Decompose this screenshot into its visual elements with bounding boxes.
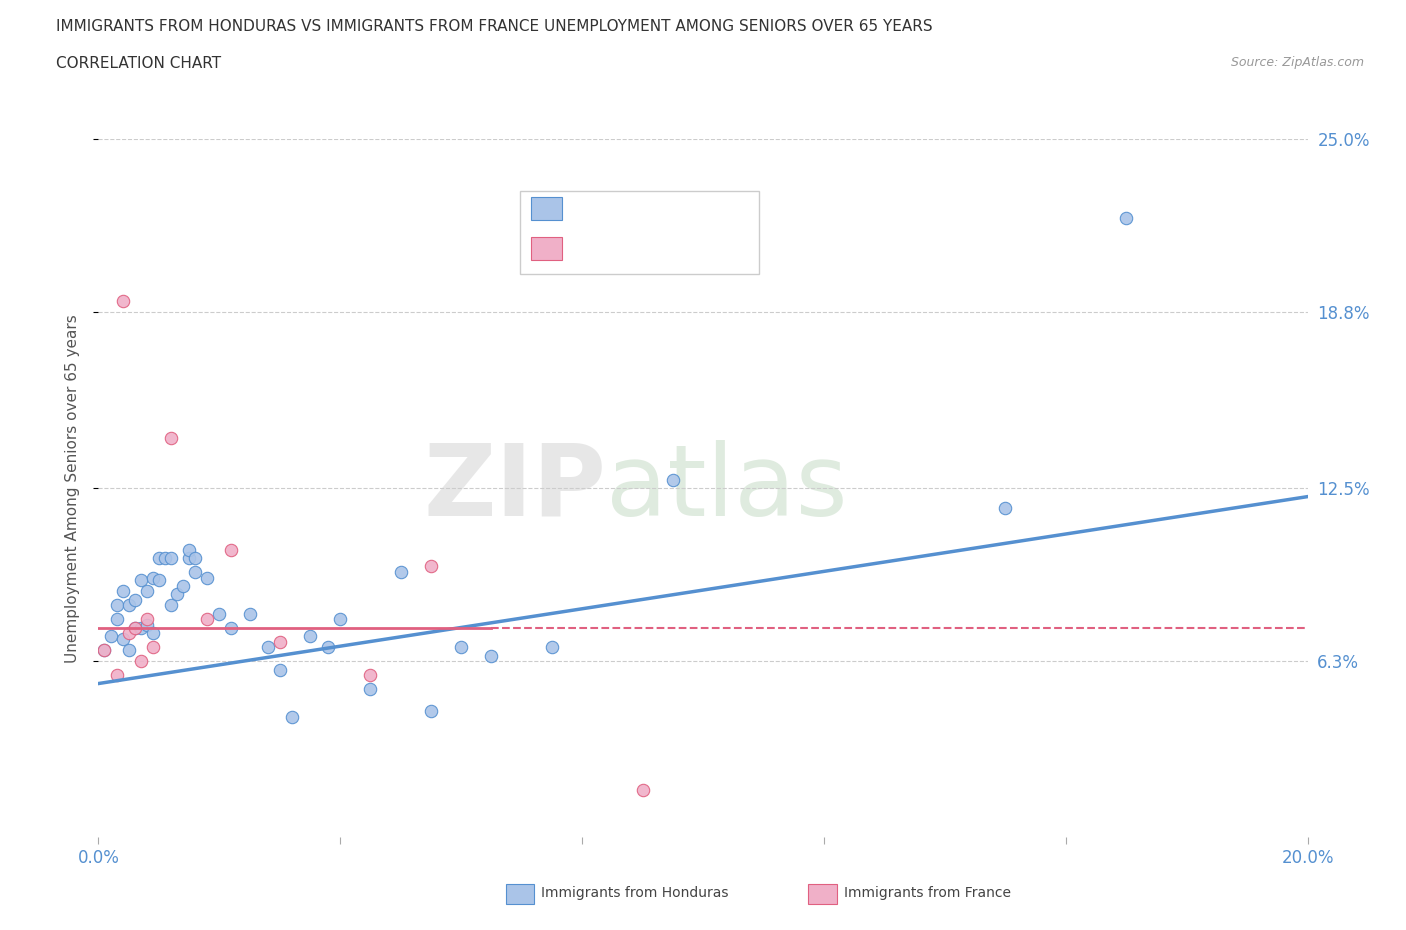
Point — [360, 682, 382, 697]
Point — [299, 629, 322, 644]
Text: Source: ZipAtlas.com: Source: ZipAtlas.com — [1230, 56, 1364, 69]
Point — [118, 626, 141, 641]
Point — [118, 643, 141, 658]
Point — [105, 612, 128, 627]
Point — [1115, 210, 1137, 225]
Point — [316, 640, 339, 655]
Point — [208, 606, 231, 621]
Point — [172, 578, 194, 593]
Point — [184, 551, 207, 565]
Point — [129, 620, 152, 635]
Point — [329, 612, 352, 627]
Text: N = 15: N = 15 — [668, 237, 730, 256]
Point — [124, 620, 146, 635]
Point — [135, 612, 157, 627]
Point — [105, 668, 128, 683]
Point — [994, 500, 1017, 515]
Point — [93, 643, 115, 658]
Text: R = 0.012: R = 0.012 — [568, 237, 658, 256]
Point — [142, 570, 165, 585]
Point — [142, 640, 165, 655]
Text: IMMIGRANTS FROM HONDURAS VS IMMIGRANTS FROM FRANCE UNEMPLOYMENT AMONG SENIORS OV: IMMIGRANTS FROM HONDURAS VS IMMIGRANTS F… — [56, 19, 932, 33]
Point — [221, 542, 243, 557]
Text: ZIP: ZIP — [423, 440, 606, 537]
Point — [118, 598, 141, 613]
Point — [239, 606, 262, 621]
Point — [195, 570, 218, 585]
Point — [142, 626, 165, 641]
Point — [148, 573, 170, 588]
Point — [124, 592, 146, 607]
Point — [124, 620, 146, 635]
Point — [160, 598, 183, 613]
Point — [184, 565, 207, 579]
Text: Immigrants from Honduras: Immigrants from Honduras — [541, 885, 728, 900]
Text: N = 46: N = 46 — [668, 198, 730, 217]
Point — [195, 612, 218, 627]
Point — [221, 620, 243, 635]
Point — [540, 640, 562, 655]
Point — [420, 704, 443, 719]
Point — [450, 640, 472, 655]
Point — [481, 648, 503, 663]
Point — [111, 294, 134, 309]
Point — [93, 643, 115, 658]
Point — [111, 584, 134, 599]
Point — [179, 542, 201, 557]
Text: atlas: atlas — [606, 440, 848, 537]
Point — [631, 782, 654, 797]
Point — [100, 629, 122, 644]
Y-axis label: Unemployment Among Seniors over 65 years: Unemployment Among Seniors over 65 years — [65, 314, 80, 662]
Point — [269, 662, 291, 677]
Point — [111, 631, 134, 646]
Point — [160, 551, 183, 565]
Point — [256, 640, 278, 655]
Point — [135, 618, 157, 632]
Point — [160, 431, 183, 445]
Point — [420, 559, 443, 574]
Text: Immigrants from France: Immigrants from France — [844, 885, 1011, 900]
Point — [662, 472, 685, 487]
Point — [129, 573, 152, 588]
Point — [135, 584, 157, 599]
Point — [389, 565, 412, 579]
Point — [360, 668, 382, 683]
Point — [153, 551, 176, 565]
Text: CORRELATION CHART: CORRELATION CHART — [56, 56, 221, 71]
Point — [179, 551, 201, 565]
Point — [129, 654, 152, 669]
Point — [148, 551, 170, 565]
Point — [281, 710, 304, 724]
Point — [166, 587, 188, 602]
Point — [105, 598, 128, 613]
Point — [269, 634, 291, 649]
Text: R = 0.323: R = 0.323 — [568, 198, 659, 217]
